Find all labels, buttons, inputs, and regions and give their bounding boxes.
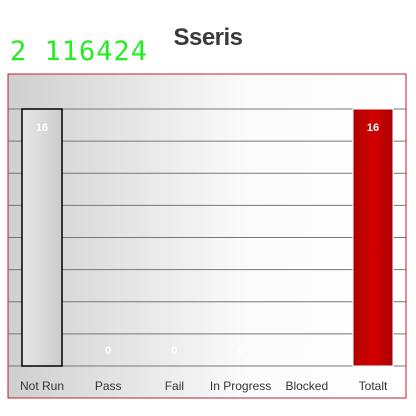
chart-title: Sseris [173,24,243,51]
overlay-id-text: 2 116424 [10,36,149,67]
bar-totalt [352,108,394,367]
gridlines [8,108,406,367]
data-label: 16 [36,122,48,134]
bars [21,108,394,367]
data-labels: 16 0 0 0 0 16 [36,122,379,357]
data-label: 0 [238,345,244,357]
x-tick-label: Totalt [359,379,388,393]
data-label: 0 [171,345,177,357]
x-tick-label: Fail [165,379,184,393]
plot-background [8,74,406,398]
bar-not-run [21,108,63,367]
x-tick-label: Pass [95,379,122,393]
plot-border [7,73,407,399]
data-label: 0 [304,345,310,357]
x-axis-tick-labels: Not Run Pass Fail In Progress Blocked Totalt [20,379,388,393]
data-label: 0 [105,345,111,357]
x-tick-label: Not Run [20,379,64,393]
x-tick-label: Blocked [285,379,328,393]
data-label: 16 [367,122,379,134]
x-tick-label: In Progress [210,379,271,393]
